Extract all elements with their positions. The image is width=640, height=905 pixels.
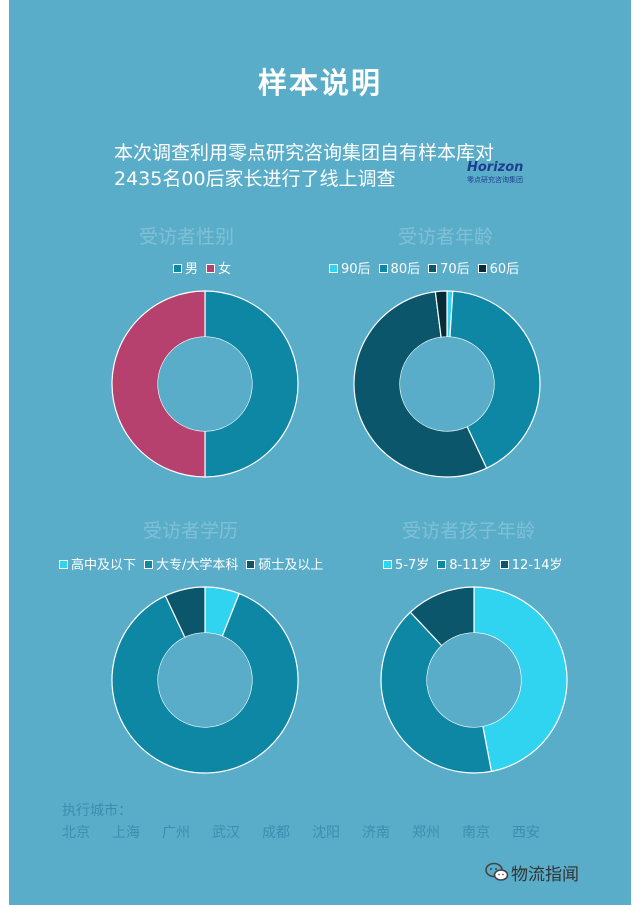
legend-label: 男 — [185, 262, 199, 277]
legend-item: 男 — [173, 258, 198, 277]
legend-swatch — [378, 264, 388, 273]
legend-education: 高中及以下 大专/大学本科 硕士及以上 — [59, 554, 331, 573]
donut-chart-child-age — [380, 586, 568, 774]
legend-item: 硕士及以上 — [246, 554, 323, 573]
legend-item: 12-14岁 — [499, 554, 563, 573]
legend-item: 70后 — [428, 258, 470, 277]
legend-swatch — [173, 264, 182, 273]
legend-item: 80后 — [378, 258, 421, 277]
chart-title-education: 受访者学历 — [143, 520, 239, 542]
city-name: 成都 — [262, 825, 290, 841]
legend-swatch — [206, 264, 216, 273]
legend-label: 5-7岁 — [395, 558, 430, 573]
donut-hole — [158, 633, 252, 727]
legend-label: 60后 — [489, 262, 520, 277]
city-name: 广州 — [162, 825, 190, 841]
city-name: 北京 — [62, 825, 90, 841]
intro-line-1: 本次调查利用零点研究咨询集团自有样本库对 — [114, 142, 495, 164]
legend-item: 高中及以下 — [59, 554, 136, 573]
legend-swatch — [477, 264, 487, 273]
legend-label: 女 — [218, 262, 232, 277]
legend-label: 12-14岁 — [511, 558, 563, 573]
legend-label: 70后 — [440, 262, 470, 277]
legend-swatch — [428, 264, 438, 273]
donut-chart-gender — [111, 290, 299, 478]
chart-title-age: 受访者年龄 — [398, 226, 494, 248]
legend-item: 60后 — [477, 258, 520, 277]
infographic-page: 样本说明 本次调查利用零点研究咨询集团自有样本库对 2435名00后家长进行了线… — [9, 0, 631, 905]
legend-swatch — [144, 560, 154, 569]
donut-hole — [158, 337, 252, 431]
legend-item: 8-11岁 — [437, 554, 492, 573]
city-name: 上海 — [112, 825, 140, 841]
legend-label: 8-11岁 — [449, 558, 492, 573]
legend-swatch — [499, 560, 509, 569]
legend-label: 高中及以下 — [71, 558, 137, 573]
chart-title-child-age: 受访者孩子年龄 — [402, 520, 536, 542]
donut-hole — [427, 633, 521, 727]
legend-swatch — [383, 560, 392, 569]
donut-chart-age — [353, 290, 541, 478]
legend-item: 5-7岁 — [383, 554, 429, 573]
legend-label: 90后 — [341, 262, 371, 277]
legend-swatch — [246, 560, 256, 569]
chart-title-gender: 受访者性别 — [139, 226, 235, 248]
donut-chart-education — [111, 586, 299, 774]
horizon-logo: Horizon 零点研究咨询集团 — [457, 160, 539, 186]
legend-age: 90后 80后 70后 60后 — [329, 258, 527, 277]
city-name: 武汉 — [212, 825, 240, 841]
logo-subtitle: 零点研究咨询集团 — [467, 176, 523, 184]
city-name: 济南 — [362, 825, 390, 841]
legend-label: 硕士及以上 — [258, 558, 324, 573]
legend-swatch — [437, 560, 447, 569]
legend-item: 女 — [206, 258, 231, 277]
intro-line-2: 2435名00后家长进行了线上调查 — [114, 168, 396, 190]
legend-label: 大专/大学本科 — [156, 558, 239, 573]
city-name: 西安 — [512, 825, 540, 841]
legend-swatch — [329, 264, 338, 273]
legend-item: 90后 — [329, 258, 371, 277]
legend-swatch — [59, 560, 68, 569]
legend-item: 大专/大学本科 — [144, 554, 238, 573]
page-title: 样本说明 — [257, 66, 382, 100]
donut-hole — [400, 337, 494, 431]
cities-list: 北京 上海 广州 武汉 成都 沈阳 济南 郑州 南京 西安 — [62, 822, 562, 842]
wechat-icon — [485, 862, 509, 881]
city-name: 沈阳 — [312, 825, 340, 841]
legend-gender: 男女 — [173, 258, 239, 277]
wechat-account-name: 物流指闻 — [511, 865, 579, 885]
city-name: 郑州 — [412, 825, 440, 841]
cities-label: 执行城市： — [62, 803, 132, 819]
logo-word: Horizon — [467, 160, 524, 175]
city-name: 南京 — [462, 825, 490, 841]
legend-label: 80后 — [390, 262, 421, 277]
legend-child-age: 5-7岁 8-11岁 12-14岁 — [383, 554, 571, 573]
